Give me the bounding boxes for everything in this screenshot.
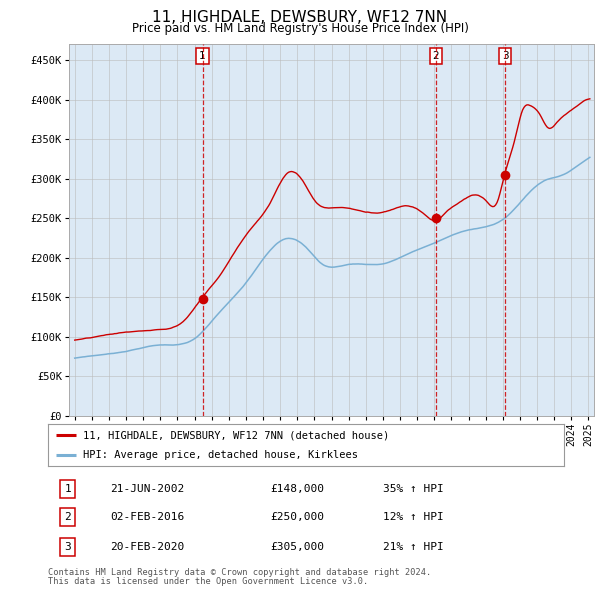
Text: £148,000: £148,000	[270, 484, 324, 494]
Text: 2: 2	[433, 51, 439, 61]
Text: 21% ↑ HPI: 21% ↑ HPI	[383, 542, 444, 552]
Text: 2: 2	[64, 512, 71, 522]
Text: 3: 3	[64, 542, 71, 552]
Text: £250,000: £250,000	[270, 512, 324, 522]
Text: £305,000: £305,000	[270, 542, 324, 552]
Text: 11, HIGHDALE, DEWSBURY, WF12 7NN (detached house): 11, HIGHDALE, DEWSBURY, WF12 7NN (detach…	[83, 430, 389, 440]
Text: 1: 1	[199, 51, 206, 61]
Text: 1: 1	[64, 484, 71, 494]
Text: This data is licensed under the Open Government Licence v3.0.: This data is licensed under the Open Gov…	[48, 577, 368, 586]
Text: Contains HM Land Registry data © Crown copyright and database right 2024.: Contains HM Land Registry data © Crown c…	[48, 568, 431, 576]
Text: 11, HIGHDALE, DEWSBURY, WF12 7NN: 11, HIGHDALE, DEWSBURY, WF12 7NN	[152, 10, 448, 25]
Text: 21-JUN-2002: 21-JUN-2002	[110, 484, 184, 494]
Text: 3: 3	[502, 51, 508, 61]
Text: 12% ↑ HPI: 12% ↑ HPI	[383, 512, 444, 522]
Text: 20-FEB-2020: 20-FEB-2020	[110, 542, 184, 552]
Text: 35% ↑ HPI: 35% ↑ HPI	[383, 484, 444, 494]
Text: 02-FEB-2016: 02-FEB-2016	[110, 512, 184, 522]
Text: HPI: Average price, detached house, Kirklees: HPI: Average price, detached house, Kirk…	[83, 450, 358, 460]
Text: Price paid vs. HM Land Registry's House Price Index (HPI): Price paid vs. HM Land Registry's House …	[131, 22, 469, 35]
